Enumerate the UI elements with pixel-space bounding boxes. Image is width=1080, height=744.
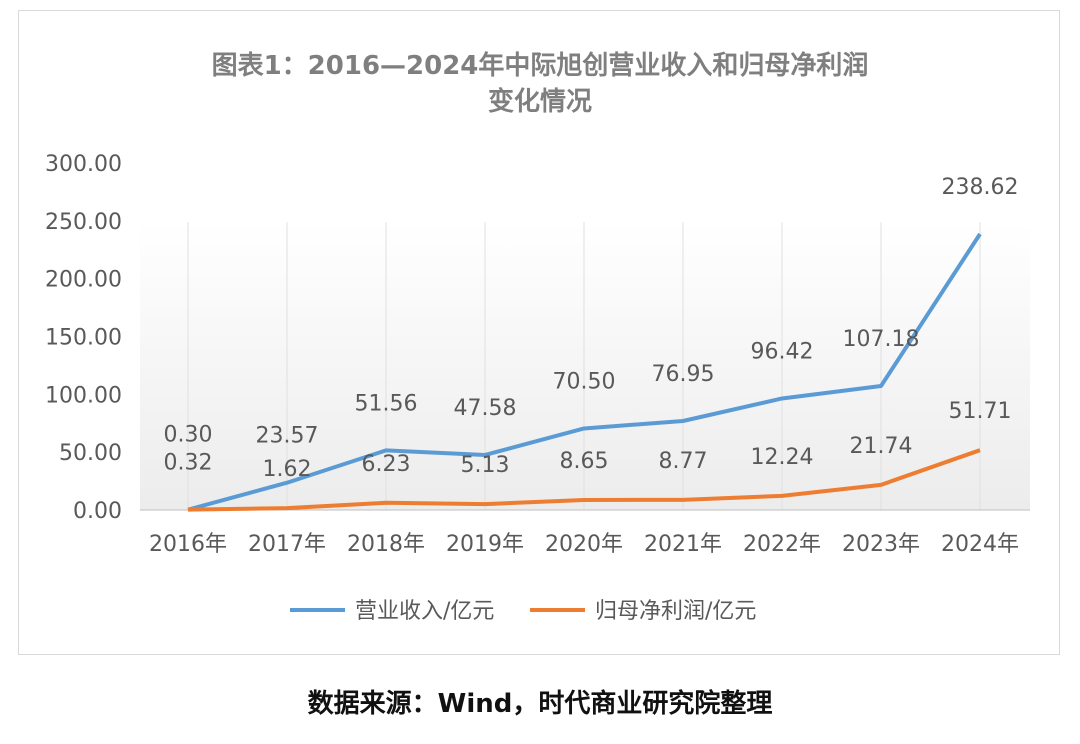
chart-frame xyxy=(18,10,1060,655)
x-tick-label: 2023年 xyxy=(842,532,920,557)
x-tick-label: 2017年 xyxy=(248,532,326,557)
x-tick-label: 2022年 xyxy=(743,532,821,557)
series-line-1 xyxy=(187,448,981,512)
data-label: 6.23 xyxy=(362,452,411,477)
title-line-1: 图表1：2016—2024年中际旭创营业收入和归母净利润 xyxy=(211,51,869,81)
data-label: 51.71 xyxy=(949,399,1012,424)
data-label: 70.50 xyxy=(553,369,616,394)
y-tick-label: 150.00 xyxy=(45,326,122,351)
x-tick-label: 2016年 xyxy=(149,532,227,557)
data-label: 0.32 xyxy=(164,451,213,476)
data-label: 21.74 xyxy=(850,434,913,459)
y-tick-label: 250.00 xyxy=(45,210,122,235)
y-tick-label: 0.00 xyxy=(73,499,122,524)
x-tick-label: 2020年 xyxy=(545,532,623,557)
series-line-0 xyxy=(187,232,982,512)
y-tick-label: 200.00 xyxy=(45,268,122,293)
data-label: 23.57 xyxy=(256,424,319,449)
legend-label: 营业收入/亿元 xyxy=(355,599,494,624)
data-label: 12.24 xyxy=(751,445,814,470)
data-label: 0.30 xyxy=(164,423,213,448)
x-tick-label: 2018年 xyxy=(347,532,425,557)
data-label: 47.58 xyxy=(454,396,517,421)
x-tick-label: 2024年 xyxy=(941,532,1019,557)
plot-area xyxy=(140,222,1030,510)
y-tick-label: 100.00 xyxy=(45,383,122,408)
data-label: 8.77 xyxy=(659,449,708,474)
data-label: 96.42 xyxy=(751,339,814,364)
y-tick-label: 50.00 xyxy=(59,441,122,466)
data-label: 238.62 xyxy=(942,175,1019,200)
title-line-2: 变化情况 xyxy=(487,87,592,117)
data-label: 107.18 xyxy=(843,327,920,352)
data-label: 1.62 xyxy=(263,457,312,482)
y-tick-label: 300.00 xyxy=(45,152,122,177)
data-label: 51.56 xyxy=(355,391,418,416)
data-label: 8.65 xyxy=(560,449,609,474)
data-label: 5.13 xyxy=(461,453,510,478)
x-tick-label: 2019年 xyxy=(446,532,524,557)
chart-title: 图表1：2016—2024年中际旭创营业收入和归母净利润 变化情况 xyxy=(0,48,1080,120)
x-tick-label: 2021年 xyxy=(644,532,722,557)
legend-label: 归母净利润/亿元 xyxy=(595,599,756,624)
data-label: 76.95 xyxy=(652,362,715,387)
source-note: 数据来源：Wind，时代商业研究院整理 xyxy=(307,689,773,719)
